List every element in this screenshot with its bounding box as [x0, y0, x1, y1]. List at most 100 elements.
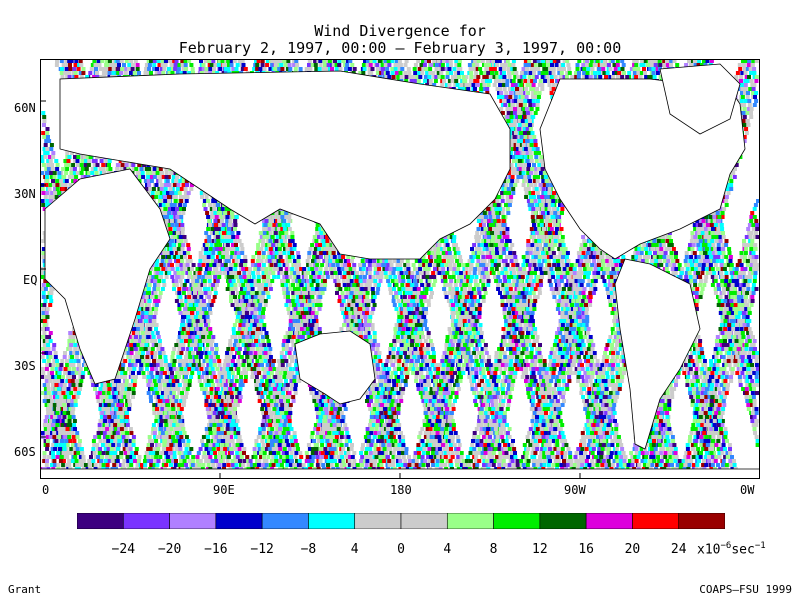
- swath-cell: [166, 175, 171, 179]
- swath-cell: [117, 391, 121, 395]
- swath-cell: [110, 411, 114, 415]
- swath-cell: [155, 171, 160, 175]
- swath-cell: [179, 199, 184, 203]
- swath-cell: [233, 447, 238, 451]
- swath-cell: [72, 171, 77, 175]
- swath-cell: [147, 331, 152, 335]
- swath-cell: [170, 275, 175, 279]
- swath-cell: [79, 163, 84, 167]
- swath-cell: [71, 175, 76, 179]
- swath-cell: [208, 67, 213, 71]
- swath-cell: [152, 167, 157, 171]
- swath-cell: [215, 379, 220, 383]
- swath-cell: [78, 167, 83, 171]
- swath-cell: [178, 419, 183, 423]
- swath-cell: [137, 351, 142, 355]
- swath-cell: [193, 271, 198, 275]
- swath-cell: [184, 299, 189, 303]
- swath-cell: [119, 455, 124, 459]
- swath-cell: [103, 447, 108, 451]
- swath-cell: [114, 407, 118, 411]
- swath-cell: [141, 351, 145, 355]
- swath-cell: [183, 187, 188, 191]
- swath-cell: [47, 375, 51, 379]
- swath-cell: [106, 407, 111, 411]
- swath-cell: [184, 391, 189, 395]
- swath-cell: [62, 383, 67, 387]
- swath-cell: [170, 187, 175, 191]
- swath-cell: [63, 395, 68, 399]
- swath-cell: [133, 459, 137, 463]
- swath-cell: [58, 459, 63, 463]
- swath-cell: [120, 371, 125, 375]
- swath-cell: [105, 451, 110, 455]
- swath-cell: [169, 251, 174, 255]
- swath-cell: [168, 259, 173, 263]
- swath-cell: [141, 363, 146, 367]
- swath-cell: [144, 291, 149, 295]
- swath-cell: [91, 447, 96, 451]
- swath-cell: [262, 67, 267, 71]
- swath-cell: [49, 171, 54, 175]
- swath-cell: [207, 251, 212, 255]
- swath-cell: [167, 271, 172, 275]
- swath-cell: [98, 387, 103, 391]
- swath-cell: [230, 439, 235, 443]
- swath-cell: [158, 351, 163, 355]
- swath-cell: [86, 163, 91, 167]
- swath-cell: [54, 439, 59, 443]
- swath-cell: [136, 355, 140, 359]
- swath-cell: [158, 291, 163, 295]
- swath-cell: [155, 271, 160, 275]
- swath-cell: [42, 359, 47, 363]
- swath-cell: [159, 67, 164, 71]
- swath-cell: [169, 427, 174, 431]
- swath-cell: [42, 319, 47, 323]
- swath-cell: [42, 399, 47, 403]
- swath-cell: [114, 379, 118, 383]
- swath-cell: [131, 63, 135, 67]
- swath-cell: [117, 395, 122, 399]
- swath-cell: [95, 75, 100, 79]
- swath-cell: [150, 351, 155, 355]
- swath-cell: [83, 363, 88, 367]
- swath-cell: [143, 179, 148, 183]
- swath-cell: [169, 391, 174, 395]
- swath-cell: [149, 371, 154, 375]
- swath-cell: [72, 75, 77, 79]
- swath-cell: [146, 71, 151, 75]
- swath-cell: [51, 383, 55, 387]
- swath-cell: [140, 303, 144, 307]
- swath-cell: [192, 327, 197, 331]
- swath-cell: [187, 379, 192, 383]
- swath-cell: [168, 447, 173, 451]
- swath-cell: [68, 439, 73, 443]
- swath-cell: [146, 59, 151, 63]
- swath-cell: [72, 67, 77, 71]
- swath-cell: [52, 423, 57, 427]
- swath-cell: [65, 63, 70, 67]
- swath-cell: [210, 259, 215, 263]
- swath-cell: [69, 59, 74, 63]
- swath-cell: [164, 451, 169, 455]
- swath-cell: [169, 215, 173, 219]
- swath-cell: [235, 443, 240, 447]
- swath-cell: [59, 455, 64, 459]
- swath-cell: [224, 379, 229, 383]
- swath-cell: [206, 319, 211, 323]
- swath-cell: [168, 451, 173, 455]
- swath-cell: [204, 383, 209, 387]
- swath-cell: [58, 383, 63, 387]
- swath-cell: [206, 383, 211, 387]
- swath-cell: [197, 375, 202, 379]
- swath-cell: [186, 315, 191, 319]
- swath-cell: [148, 311, 153, 315]
- swath-cell: [110, 435, 115, 439]
- swath-cell: [212, 263, 217, 267]
- swath-cell: [157, 379, 162, 383]
- swath-cell: [178, 207, 183, 211]
- swath-cell: [51, 183, 56, 187]
- swath-cell: [144, 167, 149, 171]
- swath-cell: [211, 271, 216, 275]
- swath-cell: [156, 447, 161, 451]
